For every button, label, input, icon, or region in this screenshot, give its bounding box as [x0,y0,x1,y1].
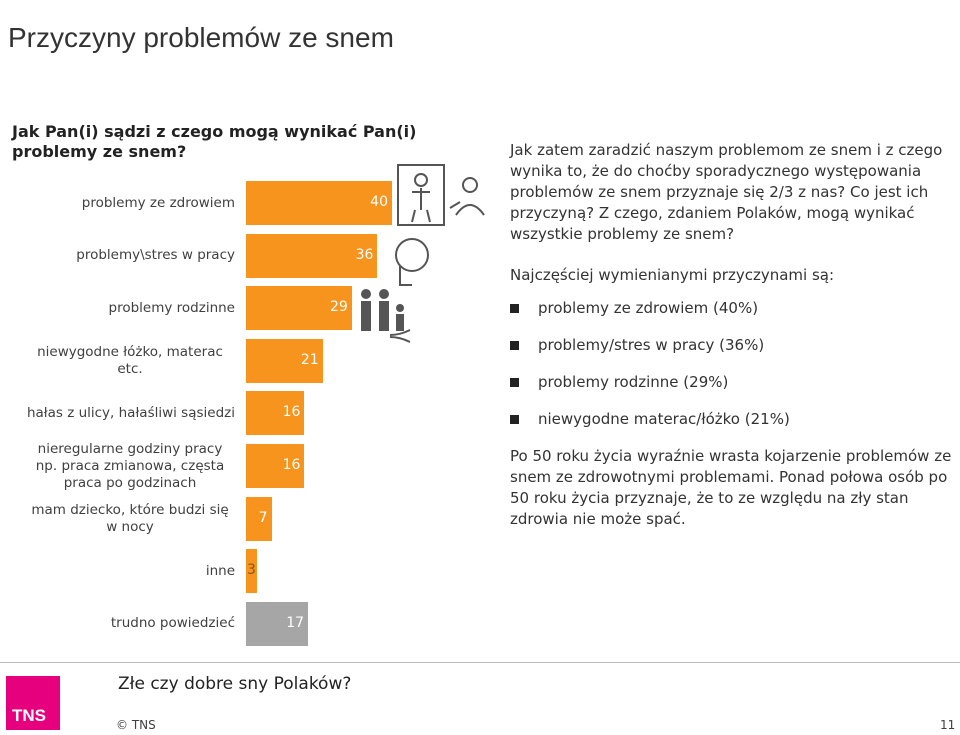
question: Jak Pan(i) sądzi z czego mogą wynikać Pa… [12,122,417,161]
value-label: 16 [282,457,301,473]
category-text: problemy rodzinne [108,299,235,316]
value-label: 36 [355,246,374,263]
text-panel: Jak zatem zaradzić naszym problemom ze s… [510,140,955,530]
category-label: hałas z ulicy, hałaśliwi sąsiedzi [20,383,235,443]
bullet: problemy rodzinne (29%) [510,372,955,409]
value-label: 3 [247,562,256,579]
intro: Jak zatem zaradzić naszym problemom ze s… [510,141,943,243]
category-label: trudno powiedzieć [20,594,235,654]
category-text: trudno powiedzieć [110,615,235,632]
bullet: problemy/stres w pracy (36%) [510,335,955,372]
logo-text: TNS [12,706,46,725]
bullet: niewygodne materac/łóżko (21%) [510,409,955,446]
bar [246,601,309,646]
value-label: 17 [286,614,305,631]
category-label: mam dziecko, które budzi się w nocy [20,489,235,549]
page-number: 11 [940,718,956,732]
closing: Po 50 roku życia wyraźnie wrasta kojarze… [510,447,952,528]
category-label: inne [20,541,235,601]
bar [246,181,392,225]
category-label: problemy ze zdrowiem [20,173,235,233]
logo: TNS [6,676,60,730]
bar [246,338,323,383]
report-name: Złe czy dobre sny Polaków? [118,674,352,694]
value-label: 29 [330,299,348,316]
value-label: 21 [300,351,319,368]
icons [390,164,485,343]
category-label: problemy rodzinne [20,278,235,338]
bar [246,286,352,331]
category-label: problemy\stres w pracy [20,226,235,286]
bar [246,444,305,488]
bar [246,549,257,594]
category-text: problemy ze zdrowiem [81,194,235,211]
bar [246,233,378,278]
footer-rule [0,662,960,663]
category-text: problemy\stres w pracy [76,247,235,264]
category-text: mam dziecko, które budzi się w nocy [31,501,229,535]
category-label: nieregularne godziny pracy np. praca zmi… [20,436,235,496]
value-label: 40 [370,194,388,210]
bar [246,496,272,541]
category-text: hałas z ulicy, hałaśliwi sąsiedzi [26,404,235,421]
bullet: problemy ze zdrowiem (40%) [510,298,955,335]
category-text: niewygodne łóżko, materac etc. [37,343,223,377]
family-icon [361,289,404,331]
category-text: inne [205,562,235,579]
slide-title: Przyczyny problemów ze snem [8,22,394,53]
value-label: 16 [282,404,301,421]
category-label: niewygodne łóżko, materac etc. [20,331,235,391]
value-label: 7 [258,509,268,526]
category-text: nieregularne godziny pracy np. praca zmi… [35,440,225,491]
copyright: © TNS [116,718,156,732]
lead: Najczęściej wymienianymi przyczynami są: [510,266,835,284]
bar [246,391,305,436]
bullet-list: problemy ze zdrowiem (40%) problemy/stres… [510,298,955,446]
